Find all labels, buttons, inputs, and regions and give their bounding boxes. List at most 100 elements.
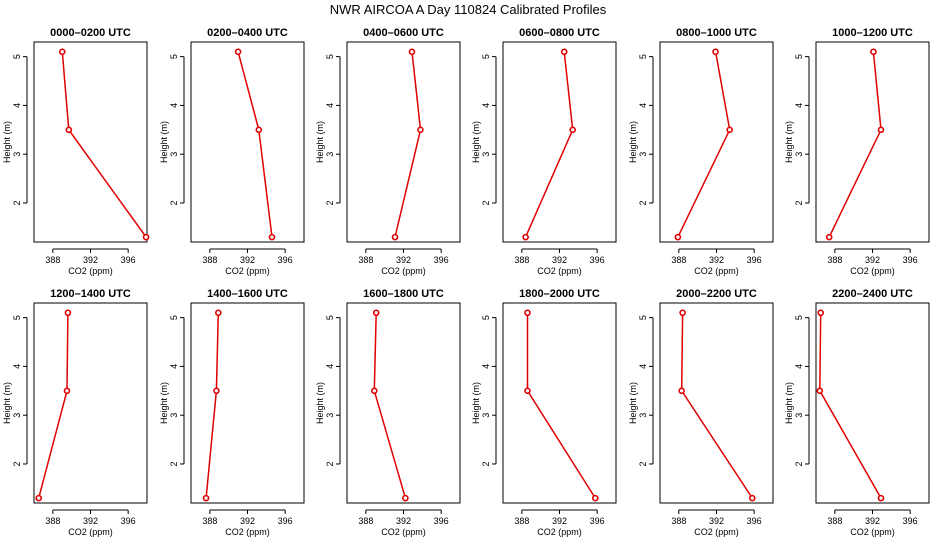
- data-point: [391, 233, 399, 241]
- y-tick-label: 3: [481, 152, 491, 157]
- data-point: [679, 309, 686, 317]
- panel-title: 1000–1200 UTC: [832, 27, 913, 39]
- x-axis-label: CO2 (ppm): [381, 266, 426, 276]
- x-axis-label: CO2 (ppm): [850, 527, 895, 537]
- y-tick-label: 3: [638, 413, 648, 418]
- panel-title: 1800–2000 UTC: [519, 288, 600, 300]
- y-tick-label: 3: [481, 413, 491, 418]
- x-tick-label: 396: [590, 516, 605, 526]
- data-point: [877, 494, 885, 502]
- profile-panel: 1000–1200 UTC 388 392 396 CO2 (ppm) 2 3 4 5 Heigh…: [784, 27, 930, 276]
- plot-frame: [33, 302, 148, 504]
- x-tick-label: 392: [83, 255, 98, 265]
- y-axis-label: Height (m): [159, 121, 169, 163]
- y-tick-label: 2: [794, 461, 804, 466]
- y-tick-label: 5: [169, 315, 179, 320]
- x-axis-label: CO2 (ppm): [537, 527, 582, 537]
- y-tick-label: 4: [12, 364, 22, 369]
- profile-line: [205, 312, 220, 499]
- x-tick-label: 392: [865, 516, 880, 526]
- x-tick-label: 396: [278, 516, 293, 526]
- x-tick-label: 392: [396, 255, 411, 265]
- data-point: [524, 309, 531, 317]
- plot-frame: [502, 41, 617, 243]
- y-tick-label: 2: [794, 200, 804, 205]
- x-tick-label: 396: [747, 516, 762, 526]
- x-tick-label: 388: [671, 516, 686, 526]
- data-point: [202, 494, 210, 502]
- plot-frame: [659, 302, 774, 504]
- data-point: [678, 387, 685, 395]
- data-point: [591, 494, 599, 502]
- y-tick-label: 4: [794, 103, 804, 108]
- data-point: [569, 126, 576, 134]
- x-tick-label: 388: [45, 255, 60, 265]
- y-tick-label: 3: [794, 413, 804, 418]
- data-point: [726, 126, 733, 134]
- x-tick-label: 392: [83, 516, 98, 526]
- data-point: [817, 309, 825, 317]
- profile-panel: 0200–0400 UTC 388 392 396 CO2 (ppm) 2 3 4 5 Heigh…: [159, 27, 305, 276]
- y-tick-label: 5: [481, 315, 491, 320]
- y-axis-label: Height (m): [315, 121, 325, 163]
- y-axis-label: Height (m): [2, 382, 12, 424]
- y-axis-label: Height (m): [315, 382, 325, 424]
- data-point: [255, 126, 263, 134]
- y-tick-label: 2: [638, 461, 648, 466]
- profile-line: [524, 51, 574, 238]
- y-tick-label: 2: [481, 200, 491, 205]
- y-tick-label: 4: [12, 103, 22, 108]
- y-tick-label: 2: [325, 461, 335, 466]
- y-tick-label: 4: [481, 364, 491, 369]
- x-tick-label: 388: [202, 255, 217, 265]
- plot-frame: [815, 41, 930, 243]
- x-tick-label: 392: [240, 516, 255, 526]
- x-tick-label: 392: [709, 516, 724, 526]
- y-tick-label: 3: [638, 152, 648, 157]
- profile-panel: 0400–0600 UTC 388 392 396 CO2 (ppm) 2 3 4 5 Heigh…: [315, 27, 461, 276]
- profile-panel: 2000–2200 UTC 388 392 396 CO2 (ppm) 2 3 4 5 Heigh…: [628, 288, 774, 537]
- data-point: [58, 48, 66, 56]
- y-tick-label: 2: [12, 461, 22, 466]
- y-tick-label: 2: [638, 200, 648, 205]
- plot-frame: [190, 41, 305, 243]
- y-tick-label: 2: [481, 461, 491, 466]
- y-tick-label: 4: [638, 364, 648, 369]
- panel-title: 0600–0800 UTC: [519, 27, 600, 39]
- y-tick-label: 5: [12, 315, 22, 320]
- profile-line: [237, 51, 273, 238]
- profile-panel: 1800–2000 UTC 388 392 396 CO2 (ppm) 2 3 4 5 Heigh…: [471, 288, 617, 537]
- data-point: [372, 309, 380, 317]
- x-tick-label: 388: [358, 255, 373, 265]
- profile-panel: 1200–1400 UTC 388 392 396 CO2 (ppm) 2 3 4 5 Heigh…: [2, 288, 148, 537]
- data-point: [65, 126, 73, 134]
- x-tick-label: 388: [671, 255, 686, 265]
- x-tick-label: 388: [827, 516, 842, 526]
- y-axis-label: Height (m): [471, 121, 481, 163]
- x-tick-label: 396: [903, 255, 918, 265]
- x-tick-label: 396: [747, 255, 762, 265]
- x-tick-label: 388: [514, 255, 529, 265]
- plot-frame: [659, 41, 774, 243]
- x-tick-label: 396: [903, 516, 918, 526]
- panel-title: 2200–2400 UTC: [832, 288, 913, 300]
- y-tick-label: 4: [325, 103, 335, 108]
- profile-line: [394, 51, 422, 238]
- y-tick-label: 4: [481, 103, 491, 108]
- profile-line: [373, 312, 407, 499]
- x-tick-label: 388: [514, 516, 529, 526]
- data-point: [748, 494, 756, 502]
- plot-frame: [190, 302, 305, 504]
- x-axis-label: CO2 (ppm): [68, 527, 113, 537]
- profile-panel: 0000–0200 UTC 388 392 396 CO2 (ppm) 2 3 4 5 Heigh…: [2, 27, 150, 276]
- x-axis-label: CO2 (ppm): [225, 266, 270, 276]
- profile-line: [37, 312, 69, 499]
- profile-line: [61, 51, 147, 238]
- x-tick-label: 388: [358, 516, 373, 526]
- x-axis-label: CO2 (ppm): [381, 527, 426, 537]
- panels-container: 0000–0200 UTC 388 392 396 CO2 (ppm) 2 3 4 5 Heigh…: [2, 27, 930, 537]
- data-point: [35, 494, 43, 502]
- data-point: [825, 233, 833, 241]
- data-point: [142, 233, 150, 241]
